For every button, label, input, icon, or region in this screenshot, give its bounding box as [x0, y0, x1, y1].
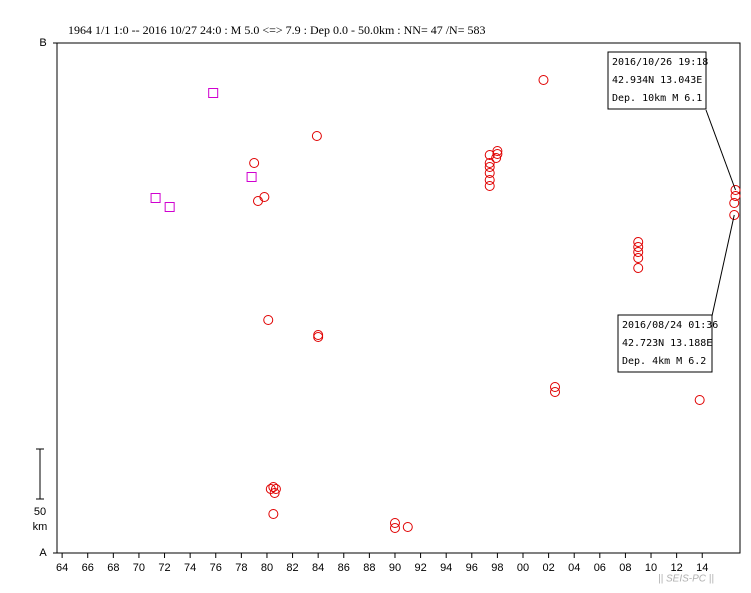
- point: [484, 158, 495, 168]
- point: [730, 185, 741, 195]
- plot-frame: [56, 42, 741, 554]
- point: [492, 149, 503, 159]
- x-tick-label: 64: [56, 562, 68, 574]
- annotation-text: 2016/10/26 19:18: [612, 57, 708, 68]
- point: [729, 210, 740, 220]
- point: [633, 242, 644, 252]
- x-tick-label: 12: [671, 562, 683, 574]
- x-tick-label: 72: [158, 562, 170, 574]
- point: [730, 191, 741, 201]
- point: [246, 172, 257, 182]
- annotation-text: 2016/08/24 01:36: [622, 320, 718, 331]
- x-tick-label: 80: [261, 562, 273, 574]
- annotation-box: [617, 314, 713, 373]
- x-tick-label: 68: [107, 562, 119, 574]
- x-tick-label: 84: [312, 562, 324, 574]
- x-tick-label: 82: [286, 562, 298, 574]
- point: [263, 315, 274, 325]
- point: [484, 168, 495, 178]
- point: [729, 198, 740, 208]
- point: [484, 162, 495, 172]
- point: [249, 158, 260, 168]
- chart-title: 1964 1/1 1:0 -- 2016 10/27 24:0 : M 5.0 …: [68, 23, 486, 37]
- x-tick-label: 86: [338, 562, 350, 574]
- point: [268, 509, 279, 519]
- y-tick-label: A: [39, 547, 47, 559]
- point: [268, 482, 279, 492]
- x-tick-label: 70: [133, 562, 145, 574]
- x-tick-label: 78: [235, 562, 247, 574]
- point: [164, 202, 175, 212]
- x-tick-label: 66: [82, 562, 94, 574]
- x-tick-label: 00: [517, 562, 529, 574]
- x-tick-label: 94: [440, 562, 452, 574]
- point: [313, 332, 324, 342]
- point: [484, 150, 495, 160]
- leader-line: [711, 214, 735, 317]
- annotation-text: Dep. 4km M 6.2: [622, 356, 706, 367]
- leader-line: [705, 109, 736, 191]
- x-tick-label: 74: [184, 562, 196, 574]
- x-tick-label: 98: [491, 562, 503, 574]
- x-tick-label: 88: [363, 562, 375, 574]
- point: [311, 131, 322, 141]
- point: [633, 253, 644, 263]
- annotation-box: [607, 51, 707, 110]
- point: [389, 523, 400, 533]
- scale-bar-unit: km: [33, 521, 48, 533]
- x-tick-label: 08: [619, 562, 631, 574]
- point: [633, 247, 644, 257]
- x-tick-label: 04: [568, 562, 580, 574]
- annotation-text: Dep. 10km M 6.1: [612, 93, 702, 104]
- x-tick-label: 10: [645, 562, 657, 574]
- y-tick-label: B: [39, 37, 46, 49]
- point: [633, 237, 644, 247]
- scale-bar-value: 50: [34, 506, 46, 518]
- point: [694, 395, 705, 405]
- point: [633, 263, 644, 273]
- x-tick-label: 96: [466, 562, 478, 574]
- x-tick-label: 06: [594, 562, 606, 574]
- x-tick-label: 92: [414, 562, 426, 574]
- point: [389, 518, 400, 528]
- point: [538, 75, 549, 85]
- point: [252, 196, 263, 206]
- annotation-text: 42.723N 13.188E: [622, 338, 712, 349]
- x-tick-label: 02: [542, 562, 554, 574]
- point: [550, 387, 561, 397]
- point: [270, 484, 281, 494]
- point: [402, 522, 413, 532]
- x-tick-label: 90: [389, 562, 401, 574]
- point: [484, 175, 495, 185]
- footer: || SEIS-PC ||: [658, 574, 714, 585]
- annotation-text: 42.934N 13.043E: [612, 75, 702, 86]
- point: [492, 146, 503, 156]
- x-tick-label: 76: [210, 562, 222, 574]
- point: [208, 88, 219, 98]
- point: [150, 193, 161, 203]
- point: [491, 153, 502, 163]
- point: [269, 488, 280, 498]
- point: [259, 192, 270, 202]
- point: [313, 330, 324, 340]
- point: [484, 181, 495, 191]
- x-tick-label: 14: [696, 562, 708, 574]
- point: [550, 382, 561, 392]
